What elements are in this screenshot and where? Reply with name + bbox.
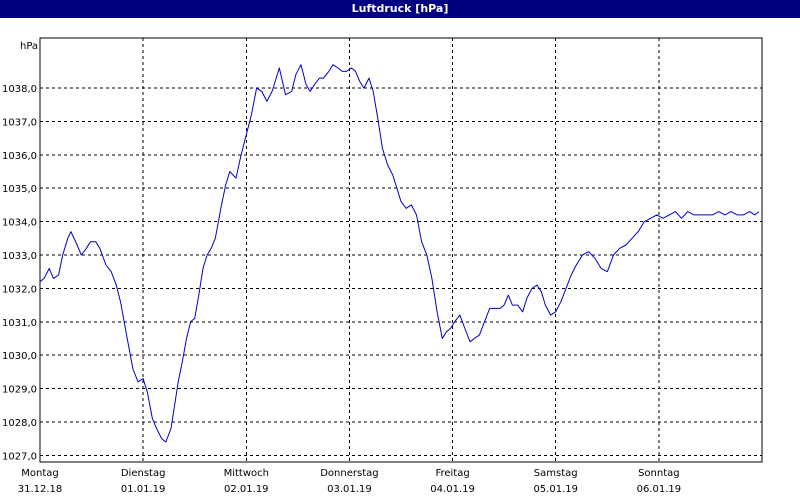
y-tick-label: 1029,0 xyxy=(2,385,37,396)
plot-border xyxy=(39,37,763,463)
y-tick-label: 1032,0 xyxy=(2,284,37,295)
x-tick-date: 06.01.19 xyxy=(637,484,682,495)
x-tick-weekday: Freitag xyxy=(435,468,469,479)
y-tick-label: 1034,0 xyxy=(2,218,37,229)
data-series xyxy=(39,64,760,443)
y-tick-label: 1038,0 xyxy=(2,84,37,95)
grid-lines xyxy=(40,38,762,462)
y-axis-label: hPa xyxy=(20,41,38,52)
x-tick-date: 04.01.19 xyxy=(430,484,475,495)
y-tick-label: 1037,0 xyxy=(2,117,37,128)
x-tick-labels: Montag 31.12.18 Dienstag 01.01.19 Mittwoch 02… xyxy=(18,468,681,495)
x-tick-date: 31.12.18 xyxy=(18,484,63,495)
y-tick-label: 1031,0 xyxy=(2,318,37,329)
y-tick-label: 1030,0 xyxy=(2,351,37,362)
plot-frame xyxy=(39,37,763,463)
y-tick-label: 1036,0 xyxy=(2,151,37,162)
y-tick-labels: 1027,0 1028,0 1029,0 1030,0 1031,0 1032,0 1033… xyxy=(2,84,37,462)
x-tick-weekday: Dienstag xyxy=(121,468,166,479)
x-tick-weekday: Montag xyxy=(21,468,58,479)
y-tick-label: 1027,0 xyxy=(2,451,37,462)
y-tick-label: 1028,0 xyxy=(2,418,37,429)
y-tick-label: 1033,0 xyxy=(2,251,37,262)
x-tick-weekday: Donnerstag xyxy=(320,468,378,479)
x-tick-weekday: Sonntag xyxy=(638,468,680,479)
x-tick-date: 01.01.19 xyxy=(121,484,166,495)
x-tick-weekday: Samstag xyxy=(534,468,578,479)
x-tick-date: 05.01.19 xyxy=(533,484,578,495)
x-tick-weekday: Mittwoch xyxy=(224,468,269,479)
chart-title: Luftdruck [hPa] xyxy=(0,0,800,18)
series-line-luftdruck xyxy=(39,64,760,443)
y-tick-label: 1035,0 xyxy=(2,184,37,195)
x-tick-date: 02.01.19 xyxy=(224,484,269,495)
x-tick-date: 03.01.19 xyxy=(327,484,372,495)
